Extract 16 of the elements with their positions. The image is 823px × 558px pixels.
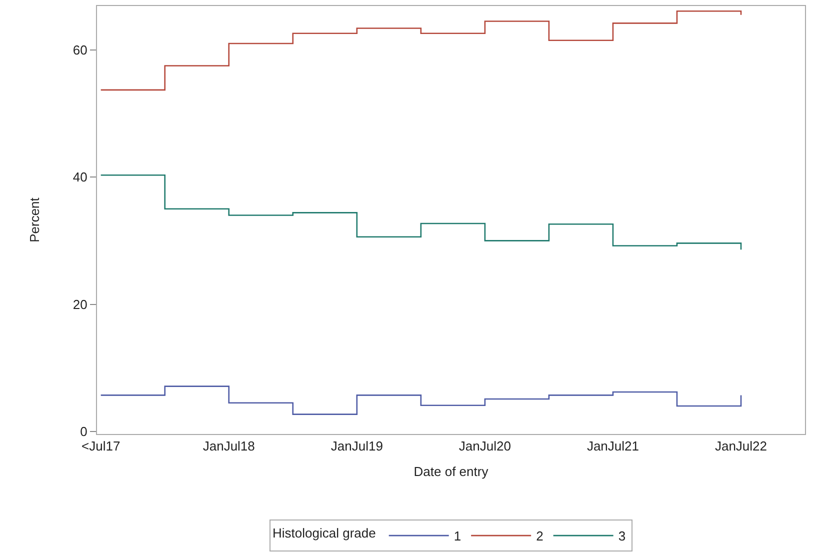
legend-label: 1 xyxy=(454,528,462,544)
legend-label: 3 xyxy=(618,528,626,544)
x-tick-label: JanJul22 xyxy=(714,438,768,454)
y-tick-label: 0 xyxy=(80,424,88,440)
x-tick-label: JanJul18 xyxy=(202,438,255,454)
y-tick-label: 40 xyxy=(72,170,88,185)
x-tick-label: <Jul17 xyxy=(82,438,120,454)
legend-title: Histological grade xyxy=(272,526,376,540)
x-tick-label: JanJul19 xyxy=(330,438,383,454)
y-axis-title: Percent xyxy=(26,197,42,242)
x-tick-label: JanJul21 xyxy=(586,438,639,454)
y-tick-label: 60 xyxy=(72,42,88,58)
x-tick-label: JanJul20 xyxy=(458,438,511,454)
y-tick-label: 20 xyxy=(72,296,88,312)
x-axis-title: Date of entry xyxy=(414,464,489,480)
legend-label: 2 xyxy=(536,528,544,544)
